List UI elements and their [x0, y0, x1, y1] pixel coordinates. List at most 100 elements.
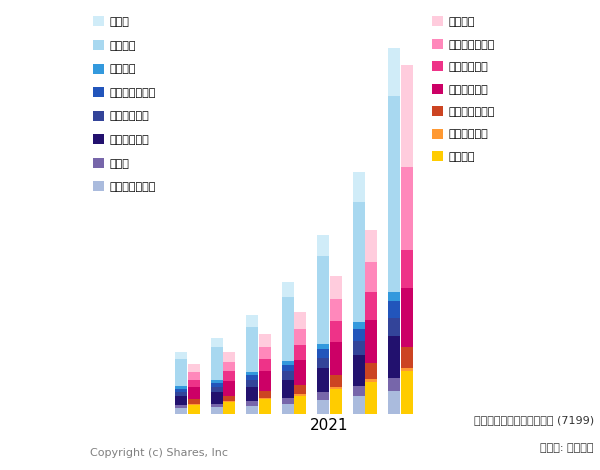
Bar	[211, 407, 223, 414]
Bar	[353, 386, 365, 396]
Bar	[353, 341, 365, 355]
Bar	[175, 352, 187, 360]
Bar	[282, 282, 293, 298]
Bar	[388, 378, 400, 391]
Bar	[388, 301, 400, 318]
Bar	[353, 396, 365, 414]
Text: プレミアグループ株式会社 (7199): プレミアグループ株式会社 (7199)	[474, 415, 594, 425]
Bar	[247, 372, 258, 375]
Bar	[223, 352, 235, 362]
Bar	[317, 400, 329, 414]
Bar	[295, 360, 306, 385]
Bar	[188, 387, 200, 400]
Bar	[175, 389, 187, 392]
Bar	[282, 371, 293, 380]
Bar	[330, 321, 341, 342]
Bar	[330, 376, 341, 387]
Bar	[247, 380, 258, 387]
Bar	[388, 391, 400, 414]
Bar	[353, 202, 365, 322]
Bar	[330, 342, 341, 376]
Bar	[188, 404, 200, 405]
Bar	[282, 365, 293, 371]
Bar	[259, 391, 271, 398]
Bar	[211, 380, 223, 383]
Bar	[259, 359, 271, 371]
Text: （単位: 百万円）: （単位: 百万円）	[541, 443, 594, 453]
Bar	[317, 368, 329, 392]
Bar	[211, 338, 223, 347]
Bar	[259, 347, 271, 359]
Bar	[259, 334, 271, 347]
Bar	[175, 360, 187, 386]
Bar	[353, 329, 365, 341]
Bar	[295, 313, 306, 329]
Bar	[211, 383, 223, 387]
Bar	[247, 401, 258, 406]
Bar	[365, 379, 377, 382]
Text: Copyright (c) Shares, Inc: Copyright (c) Shares, Inc	[90, 448, 228, 458]
Bar	[223, 371, 235, 381]
Bar	[317, 358, 329, 368]
Bar	[247, 387, 258, 401]
Bar	[282, 298, 293, 360]
Bar	[353, 172, 365, 202]
Bar	[175, 408, 187, 414]
Bar	[211, 387, 223, 392]
Bar	[317, 344, 329, 349]
Bar	[401, 288, 413, 346]
Bar	[401, 368, 413, 371]
Bar	[401, 371, 413, 414]
Bar	[388, 336, 400, 378]
Bar	[401, 167, 413, 250]
Bar	[365, 230, 377, 262]
Bar	[365, 262, 377, 292]
Bar	[295, 329, 306, 345]
Bar	[295, 345, 306, 360]
Bar	[388, 292, 400, 301]
Bar	[295, 385, 306, 394]
Bar	[223, 396, 235, 401]
Bar	[188, 405, 200, 414]
Bar	[247, 327, 258, 372]
Bar	[330, 390, 341, 414]
Bar	[365, 363, 377, 379]
Bar	[188, 400, 200, 404]
Legend: 仕入債務, その他流動負債, 短期借入金等, 長期借入金等, その他固定負債, 少数株主持分, 株主資本: 仕入債務, その他流動負債, 短期借入金等, 長期借入金等, その他固定負債, …	[432, 16, 495, 162]
Bar	[282, 404, 293, 414]
Bar	[330, 387, 341, 390]
Bar	[317, 392, 329, 400]
Bar	[353, 322, 365, 329]
Bar	[175, 405, 187, 408]
Bar	[401, 250, 413, 288]
Bar	[295, 394, 306, 396]
Bar	[282, 380, 293, 398]
Bar	[401, 65, 413, 167]
Bar	[317, 235, 329, 256]
Bar	[247, 375, 258, 380]
Bar	[188, 380, 200, 387]
Bar	[175, 386, 187, 389]
Bar	[365, 292, 377, 320]
Bar	[317, 256, 329, 344]
Bar	[223, 401, 235, 402]
Bar	[295, 396, 306, 414]
Bar	[223, 402, 235, 414]
Bar	[330, 299, 341, 321]
Bar	[223, 381, 235, 396]
Bar	[259, 400, 271, 414]
Bar	[188, 364, 200, 372]
Bar	[282, 398, 293, 404]
Bar	[388, 48, 400, 96]
Bar	[330, 276, 341, 299]
Bar	[388, 318, 400, 336]
Bar	[211, 404, 223, 407]
Bar	[175, 396, 187, 405]
Bar	[247, 406, 258, 414]
Bar	[317, 349, 329, 358]
Bar	[388, 96, 400, 292]
Bar	[211, 347, 223, 380]
Bar	[259, 398, 271, 400]
Bar	[259, 371, 271, 391]
Bar	[223, 362, 235, 371]
